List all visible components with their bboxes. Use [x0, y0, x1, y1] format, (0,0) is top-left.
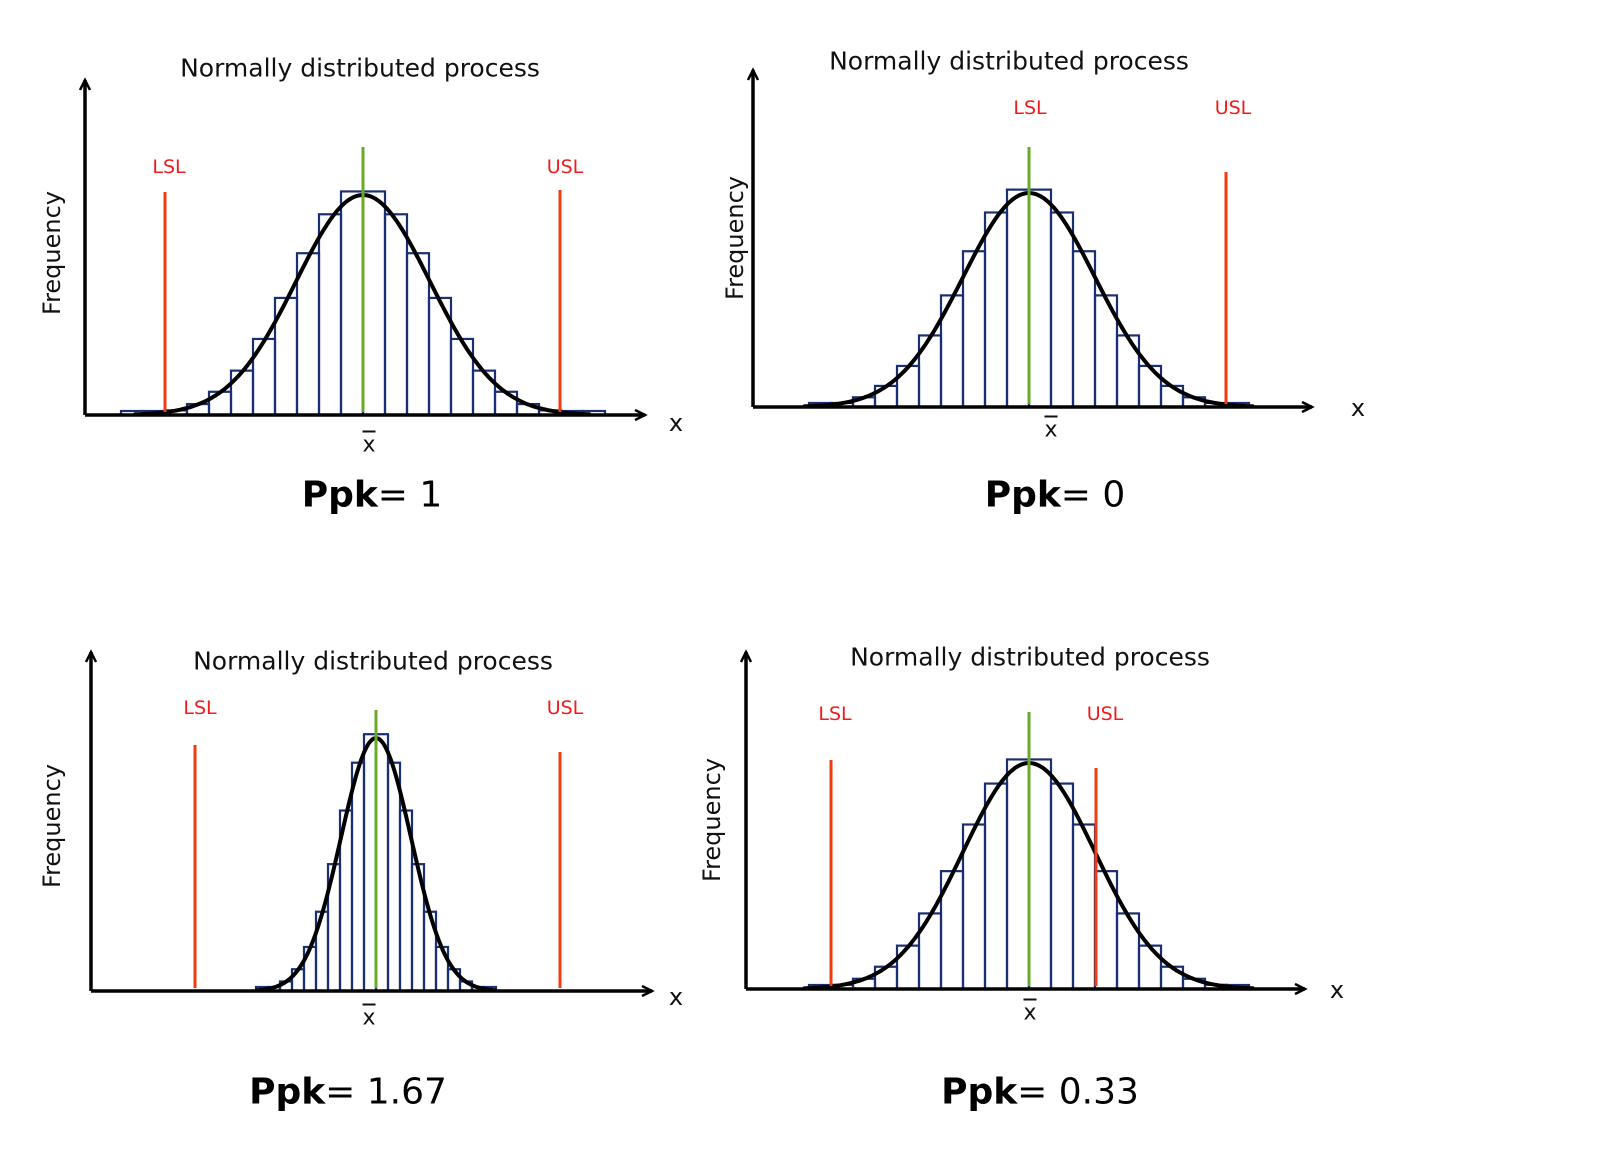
ppk-label: Ppk	[249, 1071, 326, 1113]
panel-title: Normally distributed process	[850, 642, 1210, 672]
usl-label: USL	[546, 156, 584, 178]
y-axis-arrow-icon	[78, 77, 92, 91]
histogram-bar	[1137, 944, 1163, 991]
histogram-bar	[386, 761, 402, 993]
y-axis-label: Frequency	[38, 764, 66, 888]
histogram-bar	[1027, 758, 1053, 991]
ppk-value: = 0.33	[1017, 1071, 1139, 1113]
ppk-value: = 1.67	[325, 1071, 447, 1113]
panel-title: Normally distributed process	[829, 46, 1189, 76]
histogram-bar	[983, 211, 1009, 409]
histogram-bar	[383, 213, 409, 417]
usl-label: USL	[1214, 97, 1252, 119]
histogram-bar	[229, 369, 255, 417]
y-axis-label: Frequency	[38, 191, 66, 315]
y-axis-label: Frequency	[698, 758, 726, 882]
histogram-bar	[317, 213, 343, 417]
mean-label: x	[362, 1005, 376, 1031]
histogram-bar	[471, 369, 497, 417]
histogram-bar	[362, 733, 378, 993]
histogram-bar	[1049, 211, 1075, 409]
mean-label: x	[1044, 417, 1058, 443]
histogram-bar	[1005, 758, 1031, 991]
ppk-result: Ppk= 1.67	[249, 1072, 447, 1113]
x-axis-arrow-icon	[641, 984, 655, 998]
x-axis-label: x	[668, 409, 684, 437]
histogram-bar	[361, 190, 387, 417]
x-axis-label: x	[1329, 976, 1345, 1004]
y-axis-arrow-icon	[746, 67, 760, 81]
histogram-bar	[895, 364, 921, 409]
ppk-label: Ppk	[301, 474, 378, 516]
histogram-bar	[405, 252, 431, 417]
histogram-bar	[374, 733, 390, 993]
lsl-label: LSL	[183, 697, 217, 719]
chart-panel-4	[739, 649, 1308, 996]
histogram-bar	[1049, 782, 1075, 991]
usl-label: USL	[546, 697, 584, 719]
histogram-bar	[1027, 188, 1053, 409]
x-axis-label: x	[1350, 394, 1366, 422]
ppk-label: Ppk	[941, 1071, 1018, 1113]
chart-panel-1	[78, 77, 648, 422]
x-axis-arrow-icon	[634, 408, 648, 422]
lsl-label: LSL	[152, 156, 186, 178]
panel-title: Normally distributed process	[193, 646, 553, 676]
mean-label: x	[362, 432, 376, 458]
chart-panel-2	[746, 67, 1315, 414]
ppk-value: = 1	[377, 474, 443, 516]
mean-label: x	[1023, 1000, 1037, 1026]
histogram-bar	[339, 190, 365, 417]
histogram-bar	[895, 944, 921, 991]
histogram-bar	[1137, 364, 1163, 409]
panel-title: Normally distributed process	[180, 53, 540, 83]
x-axis-label: x	[668, 983, 684, 1011]
lsl-label: LSL	[1013, 97, 1047, 119]
ppk-result: Ppk= 1	[302, 475, 443, 516]
histogram-bar	[1005, 188, 1031, 409]
ppk-value: = 0	[1060, 474, 1126, 516]
y-axis-arrow-icon	[739, 649, 753, 663]
histogram-bar	[295, 252, 321, 417]
chart-panel-3	[84, 649, 655, 998]
ppk-label: Ppk	[984, 474, 1061, 516]
y-axis-arrow-icon	[84, 649, 98, 663]
y-axis-label: Frequency	[721, 176, 749, 300]
ppk-result: Ppk= 0.33	[941, 1072, 1139, 1113]
histogram-bar	[350, 761, 366, 993]
lsl-label: LSL	[818, 703, 852, 725]
histogram-bar	[983, 782, 1009, 991]
x-axis-arrow-icon	[1301, 400, 1315, 414]
x-axis-arrow-icon	[1294, 982, 1308, 996]
ppk-result: Ppk= 0	[985, 475, 1126, 516]
usl-label: USL	[1086, 703, 1124, 725]
